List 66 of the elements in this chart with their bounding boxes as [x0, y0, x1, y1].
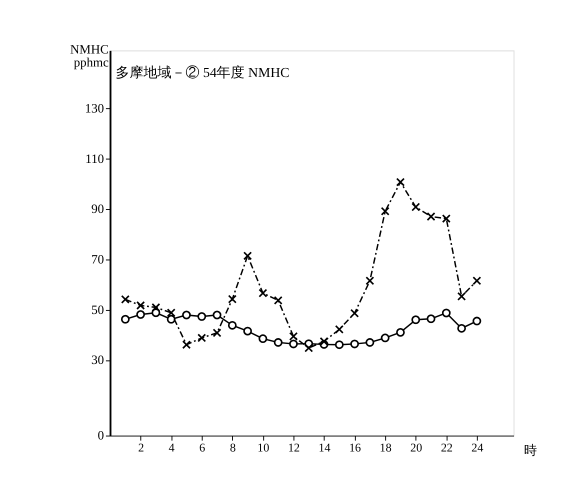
- y-tick-label: 90: [91, 202, 104, 216]
- point: [120, 314, 130, 324]
- x-tick-label: 4: [168, 440, 175, 455]
- point: [396, 178, 405, 186]
- point: [228, 294, 237, 304]
- x-tick-label: 24: [471, 440, 484, 455]
- point: [380, 334, 390, 342]
- y-tick-label: 70: [91, 252, 104, 266]
- point: [396, 328, 405, 337]
- y-tick-label: 0: [98, 428, 104, 443]
- y-tick-label: 110: [85, 152, 104, 166]
- x-axis-title: 時: [524, 443, 538, 458]
- point: [197, 334, 206, 342]
- point: [289, 332, 298, 341]
- x-tick-label: 2: [138, 440, 144, 455]
- point: [136, 301, 145, 310]
- x-tick-label: 10: [257, 440, 270, 455]
- x-tick-label: 8: [230, 440, 236, 455]
- point: [197, 312, 206, 321]
- point: [182, 340, 191, 350]
- point: [212, 328, 222, 338]
- point: [426, 212, 436, 221]
- point: [457, 324, 466, 333]
- point: [243, 326, 252, 336]
- point: [366, 338, 374, 347]
- point: [228, 320, 237, 330]
- point: [442, 308, 451, 318]
- point: [366, 276, 374, 286]
- point: [380, 206, 390, 216]
- x-tick-label: 6: [199, 440, 206, 455]
- point: [411, 315, 420, 324]
- y-axis-title: NMHC pphmc: [70, 42, 109, 70]
- y-tick-label: 30: [91, 353, 104, 368]
- point: [274, 338, 283, 347]
- point: [182, 310, 191, 320]
- point: [289, 340, 298, 348]
- x-tick-label: 20: [410, 440, 422, 455]
- text: 多摩地域－② 54年度 NMHC: [116, 65, 290, 80]
- point: [320, 337, 328, 346]
- point: [120, 295, 130, 304]
- x-tick-label: 18: [380, 440, 392, 455]
- point: [334, 340, 344, 350]
- point: [472, 316, 482, 326]
- point: [411, 202, 420, 212]
- x-tick-label: 16: [349, 440, 362, 455]
- point: [243, 251, 252, 260]
- point: [258, 288, 268, 298]
- point: [350, 340, 359, 348]
- x-tick-label: 12: [288, 440, 300, 455]
- y-tick-label: 50: [91, 302, 104, 317]
- point: [442, 214, 451, 223]
- point: [274, 296, 283, 305]
- point: [350, 308, 359, 318]
- y-tick-label: 130: [84, 101, 104, 116]
- point: [457, 292, 466, 301]
- point: [258, 334, 268, 344]
- point: [136, 310, 145, 319]
- x-tick-label: 22: [440, 440, 453, 455]
- point: [304, 344, 314, 352]
- x-tick-label: 14: [318, 440, 330, 455]
- point: [472, 276, 482, 286]
- point: [212, 310, 222, 320]
- point: [166, 308, 176, 318]
- point: [426, 314, 436, 324]
- point: [152, 303, 160, 312]
- point: [334, 324, 344, 334]
